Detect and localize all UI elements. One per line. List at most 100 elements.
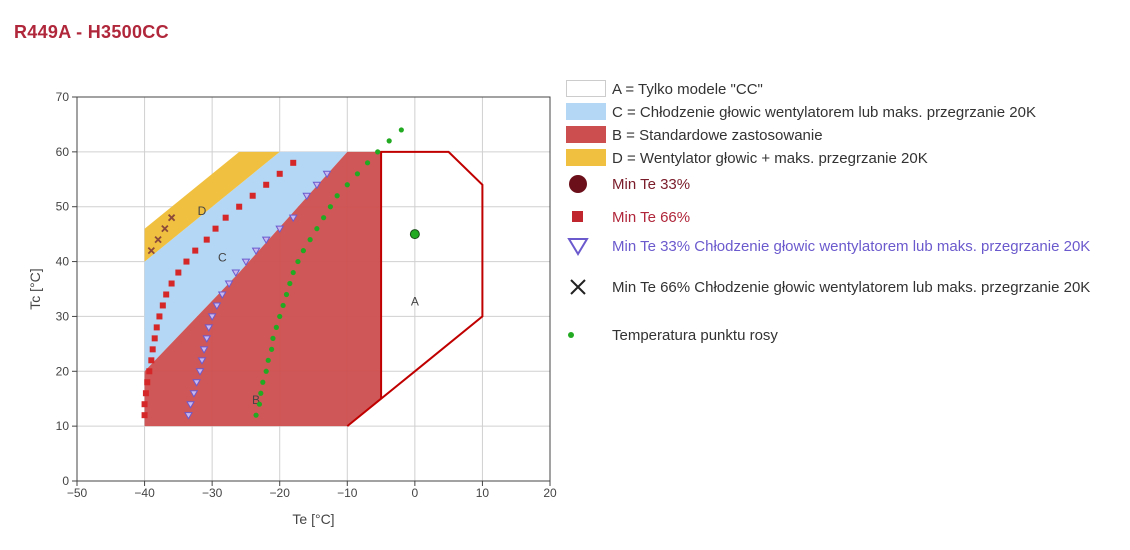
legend-label: C = Chłodzenie głowic wentylatorem lub m… (612, 104, 1036, 121)
marker-min-te-33-cooling (186, 401, 195, 409)
marker-min-te-66 (141, 412, 148, 419)
marker-min-te-33-cooling (224, 280, 234, 289)
y-axis-label: Tc [°C] (27, 268, 43, 309)
legend-item[interactable]: D = Wentylator głowic + maks. przegrzani… (566, 149, 1106, 168)
marker-min-te-66-cooling (147, 246, 155, 255)
y-tick-label: 60 (56, 145, 70, 159)
legend-label: A = Tylko modele "CC" (612, 81, 763, 98)
marker-min-te-33-cooling (288, 214, 298, 223)
marker-min-te-66 (148, 357, 155, 364)
legend-square-icon (572, 211, 583, 222)
marker-dew-point (386, 138, 392, 144)
legend-item[interactable]: Min Te 33% (566, 175, 1106, 196)
marker-min-te-33-cooling (184, 412, 193, 420)
x-tick-label: −50 (67, 486, 88, 500)
x-tick-label: −40 (134, 486, 155, 500)
x-axis-label: Te [°C] (292, 511, 334, 527)
marker-min-te-33-cooling (217, 291, 227, 299)
marker-min-te-33-cooling (302, 192, 312, 201)
marker-min-te-66 (263, 181, 270, 188)
marker-min-te-66 (149, 346, 156, 353)
marker-min-te-33-cooling (192, 379, 201, 387)
marker-dew-point (258, 390, 264, 396)
marker-dew-point (273, 324, 279, 330)
legend-x-icon (570, 279, 586, 295)
marker-min-te-66 (212, 225, 219, 232)
marker-min-te-66 (175, 269, 182, 276)
legend-item[interactable]: B = Standardowe zastosowanie (566, 126, 1106, 145)
legend-circle-icon (569, 175, 587, 193)
marker-dew-point (265, 357, 271, 363)
legend-label: Min Te 33% Chłodzenie głowic wentylatore… (612, 238, 1091, 255)
marker-min-te-33-cooling (207, 313, 217, 321)
legend-label: D = Wentylator głowic + maks. przegrzani… (612, 150, 928, 167)
marker-min-te-33-cooling (312, 181, 322, 190)
marker-min-te-66 (141, 401, 148, 408)
marker-dew-point (307, 237, 313, 243)
legend-label: Temperatura punktu rosy (612, 327, 778, 344)
marker-dew-point (256, 401, 263, 407)
marker-dew-point (287, 280, 293, 287)
legend-item[interactable]: Min Te 33% Chłodzenie głowic wentylatore… (566, 237, 1106, 258)
region-d (144, 151, 314, 262)
y-tick-label: 50 (56, 200, 70, 214)
marker-dew-point (321, 215, 327, 221)
region-a-outline (346, 150, 484, 427)
x-tick-label: −20 (270, 486, 291, 500)
marker-min-te-66 (153, 324, 160, 331)
legend-item[interactable]: Min Te 66% Chłodzenie głowic wentylatore… (566, 278, 1106, 299)
marker-dew-point (300, 248, 306, 254)
marker-min-te-66 (159, 302, 166, 309)
marker-dew-point (314, 226, 320, 232)
marker-dew-point (344, 182, 350, 188)
marker-dew-point (260, 379, 266, 385)
marker-min-te-66 (156, 313, 163, 320)
plot-frame (76, 96, 551, 482)
marker-dew-point (280, 302, 286, 309)
marker-dew-point (290, 269, 296, 276)
marker-dew-point (327, 204, 333, 210)
marker-min-te-66-cooling (167, 214, 176, 222)
legend-swatch (566, 126, 606, 143)
region-label-a: A (411, 294, 419, 308)
legend-item[interactable]: C = Chłodzenie głowic wentylatorem lub m… (566, 103, 1106, 122)
marker-min-te-33-cooling (189, 390, 199, 398)
marker-min-te-33-cooling (212, 302, 222, 310)
marker-min-te-66 (142, 390, 149, 397)
marker-min-te-33-cooling (195, 368, 205, 376)
legend-label: Min Te 66% (612, 209, 691, 226)
region-label-d: D (198, 204, 207, 218)
legend-item[interactable]: Temperatura punktu rosy (566, 326, 1106, 347)
marker-dew-point (283, 291, 290, 298)
marker-min-te-66 (249, 192, 256, 199)
legend-item[interactable]: Min Te 66% (566, 208, 1106, 229)
marker-dew-point (270, 335, 276, 341)
marker-dew-point (354, 171, 361, 177)
marker-min-te-66 (144, 379, 151, 386)
x-tick-label: −30 (202, 486, 223, 500)
marker-dew-point (253, 412, 259, 418)
marker-min-te-33-cooling (261, 236, 271, 245)
chart: A C B D −50 −40 −30 −20 −10 0 10 20 0 10 20 30 40 50 60 70 T… (27, 90, 557, 527)
marker-min-te-66 (168, 280, 175, 287)
marker-min-te-66-cooling (161, 225, 169, 233)
operating-point (409, 229, 420, 240)
legend-swatch (566, 149, 606, 166)
marker-min-te-66 (290, 159, 297, 166)
marker-min-te-33-cooling (241, 258, 251, 267)
x-tick-label: 0 (412, 486, 419, 500)
marker-min-te-33-cooling (322, 170, 332, 179)
marker-min-te-66 (236, 203, 243, 210)
marker-min-te-33-cooling (199, 346, 209, 354)
marker-dew-point (277, 313, 283, 320)
chart-title: R449A - H3500CC (14, 22, 169, 42)
y-tick-label: 10 (56, 419, 70, 433)
x-tick-label: 10 (476, 486, 490, 500)
marker-min-te-33-cooling (231, 269, 241, 278)
region-label-c: C (218, 251, 227, 265)
marker-dew-point (269, 346, 275, 352)
marker-dew-point (295, 258, 301, 265)
legend-item[interactable]: A = Tylko modele "CC" (566, 80, 1106, 99)
legend-triangle-icon (567, 238, 589, 256)
legend-label: B = Standardowe zastosowanie (612, 127, 823, 144)
